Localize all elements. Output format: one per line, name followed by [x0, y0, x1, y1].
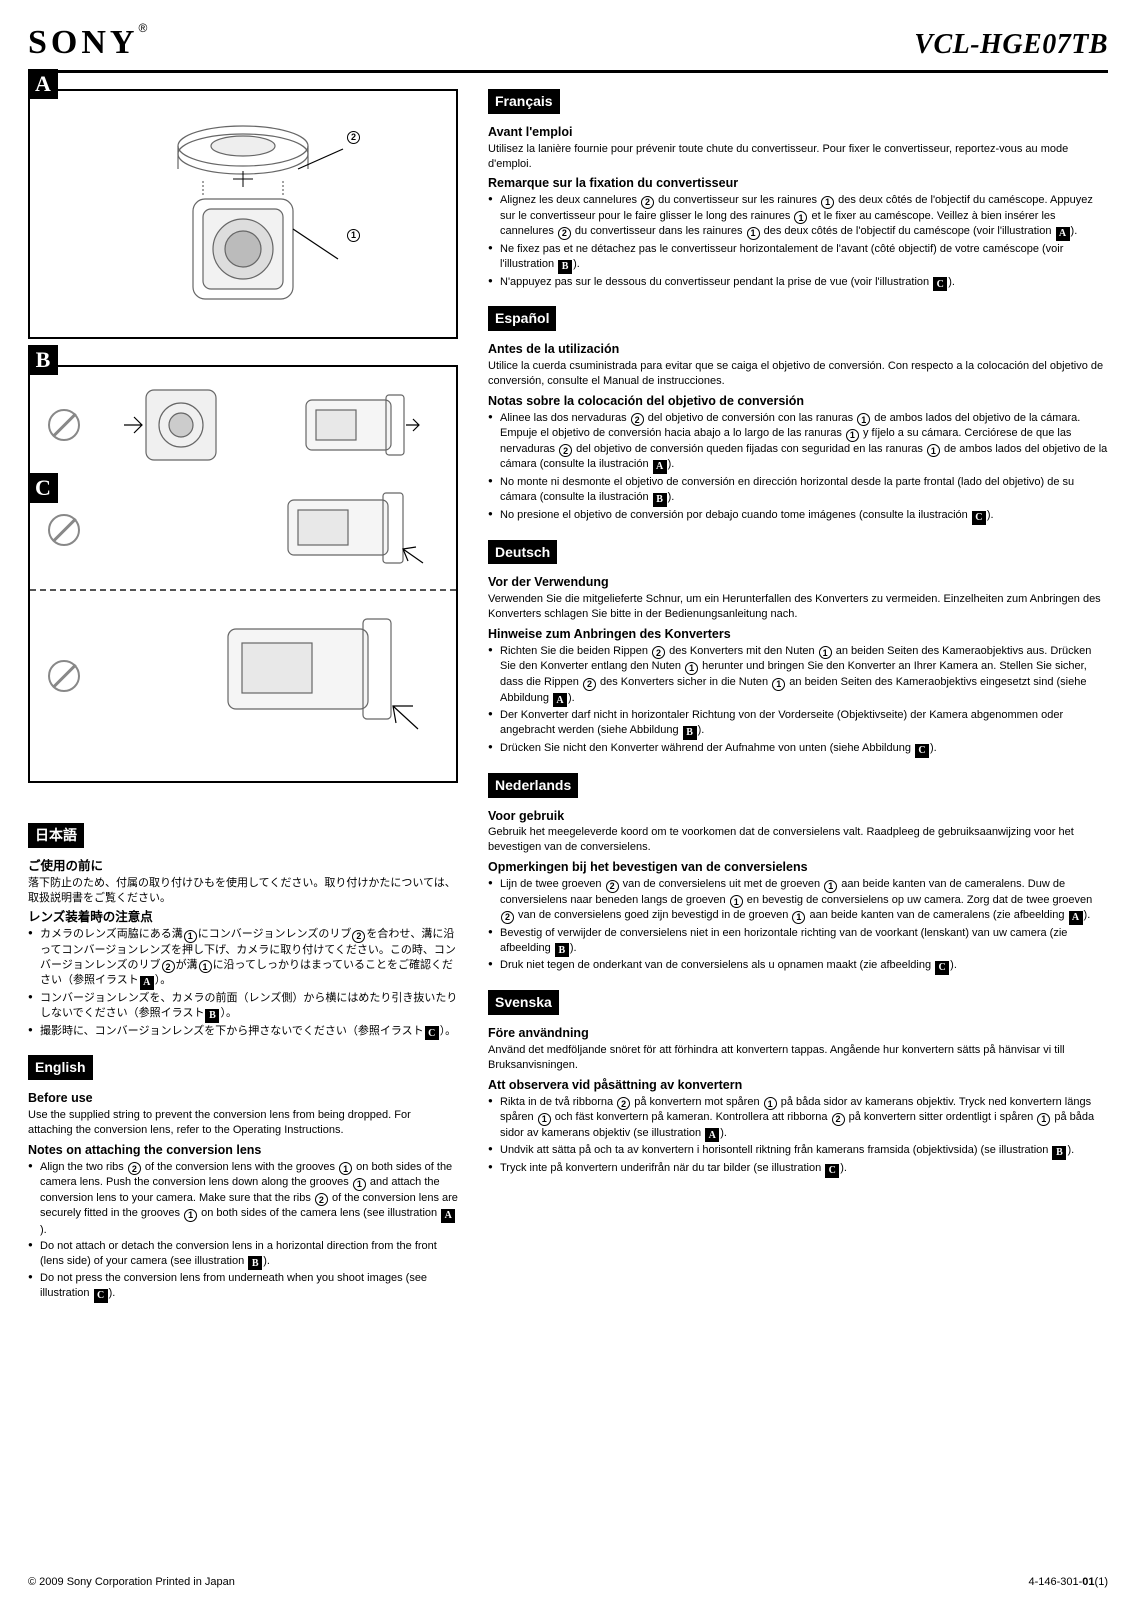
camera-side-view	[291, 385, 421, 465]
de-note-1: Richten Sie die beiden Rippen 2 des Konv…	[488, 644, 1108, 707]
prohibit-icon	[48, 409, 80, 441]
lang-header-sv: Svenska	[488, 990, 559, 1015]
prohibit-icon	[48, 514, 80, 546]
en-para-1: Use the supplied string to prevent the c…	[28, 1108, 458, 1138]
diagram-b-c: B	[28, 365, 458, 783]
de-heading-1: Vor der Verwendung	[488, 574, 1108, 591]
es-note-3: No presione el objetivo de conversión po…	[488, 508, 1108, 525]
lang-header-jp: 日本語	[28, 823, 84, 848]
header-rule	[28, 70, 1108, 73]
callout-1: 1	[347, 229, 360, 242]
en-note-1: Align the two ribs 2 of the conversion l…	[28, 1160, 458, 1238]
de-para-1: Verwenden Sie die mitgelieferte Schnur, …	[488, 592, 1108, 622]
brand-logo: SONY®	[28, 20, 147, 66]
fr-para-1: Utilisez la lanière fournie pour préveni…	[488, 142, 1108, 172]
nl-heading-1: Voor gebruik	[488, 808, 1108, 825]
jp-notes: カメラのレンズ両脇にある溝1にコンバージョンレンズのリブ2を合わせ、溝に沿ってコ…	[28, 927, 458, 1040]
callout-2: 2	[347, 131, 360, 144]
registered-mark: ®	[138, 21, 147, 35]
footer: © 2009 Sony Corporation Printed in Japan…	[28, 1575, 1108, 1590]
lang-header-en: English	[28, 1055, 93, 1080]
camera-top-view	[116, 385, 246, 465]
en-notes: Align the two ribs 2 of the conversion l…	[28, 1160, 458, 1303]
sv-heading-2: Att observera vid påsättning av konverte…	[488, 1077, 1108, 1094]
nl-note-3: Druk niet tegen de onderkant van de conv…	[488, 958, 1108, 975]
lang-header-fr: Français	[488, 89, 560, 114]
lang-header-nl: Nederlands	[488, 773, 578, 798]
jp-note-3: 撮影時に、コンバージョンレンズを下から押さないでください（参照イラストC）。	[28, 1024, 458, 1041]
fr-heading-2: Remarque sur la fixation du convertisseu…	[488, 175, 1108, 192]
de-note-2: Der Konverter darf nicht in horizontaler…	[488, 708, 1108, 740]
diagram-a: A 2 1	[28, 89, 458, 339]
es-notes: Alinee las dos nervaduras 2 del objetivo…	[488, 411, 1108, 525]
model-number: VCL-HGE07TB	[914, 26, 1108, 64]
sv-note-1: Rikta in de två ribborna 2 på konvertern…	[488, 1095, 1108, 1143]
camera-side-press	[278, 485, 438, 575]
brand-text: SONY	[28, 24, 138, 61]
diagram-c-label: C	[28, 473, 58, 503]
nl-note-2: Bevestig of verwijder de conversielens n…	[488, 926, 1108, 958]
copyright: © 2009 Sony Corporation Printed in Japan	[28, 1575, 235, 1590]
part-number: 4-146-301-01(1)	[1028, 1575, 1108, 1590]
fr-notes: Alignez les deux cannelures 2 du convert…	[488, 193, 1108, 291]
jp-note-2: コンバージョンレンズを、カメラの前面（レンズ側）から横にはめたり引き抜いたりしな…	[28, 991, 458, 1023]
fr-heading-1: Avant l'emploi	[488, 124, 1108, 141]
de-notes: Richten Sie die beiden Rippen 2 des Konv…	[488, 644, 1108, 758]
de-note-3: Drücken Sie nicht den Konverter während …	[488, 741, 1108, 758]
fr-note-2: Ne fixez pas et ne détachez pas le conve…	[488, 242, 1108, 274]
en-note-2: Do not attach or detach the conversion l…	[28, 1239, 458, 1271]
jp-heading-2: レンズ装着時の注意点	[28, 909, 458, 926]
es-note-1: Alinee las dos nervaduras 2 del objetivo…	[488, 411, 1108, 474]
nl-heading-2: Opmerkingen bij het bevestigen van de co…	[488, 859, 1108, 876]
nl-notes: Lijn de twee groeven 2 van de conversiel…	[488, 877, 1108, 975]
dashed-divider	[30, 589, 456, 591]
camera-illustration-a	[103, 109, 383, 309]
lang-header-es: Español	[488, 306, 556, 331]
sv-notes: Rikta in de två ribborna 2 på konvertern…	[488, 1095, 1108, 1178]
header: SONY® VCL-HGE07TB	[28, 20, 1108, 68]
es-heading-2: Notas sobre la colocación del objetivo d…	[488, 393, 1108, 410]
jp-note-1: カメラのレンズ両脇にある溝1にコンバージョンレンズのリブ2を合わせ、溝に沿ってコ…	[28, 927, 458, 990]
es-heading-1: Antes de la utilización	[488, 341, 1108, 358]
fr-note-3: N'appuyez pas sur le dessous du converti…	[488, 275, 1108, 292]
nl-para-1: Gebruik het meegeleverde koord om te voo…	[488, 825, 1108, 855]
fr-note-1: Alignez les deux cannelures 2 du convert…	[488, 193, 1108, 241]
sv-para-1: Använd det medföljande snöret för att fö…	[488, 1043, 1108, 1073]
lang-header-de: Deutsch	[488, 540, 557, 565]
en-heading-2: Notes on attaching the conversion lens	[28, 1142, 458, 1159]
en-heading-1: Before use	[28, 1090, 458, 1107]
sv-heading-1: Före användning	[488, 1025, 1108, 1042]
jp-para-1: 落下防止のため、付属の取り付けひもを使用してください。取り付けかたについては、取…	[28, 876, 458, 906]
es-para-1: Utilice la cuerda csuministrada para evi…	[488, 359, 1108, 389]
diagram-b-label: B	[28, 345, 58, 375]
es-note-2: No monte ni desmonte el objetivo de conv…	[488, 475, 1108, 507]
sv-note-2: Undvik att sätta på och ta av konvertern…	[488, 1143, 1108, 1160]
nl-note-1: Lijn de twee groeven 2 van de conversiel…	[488, 877, 1108, 925]
en-note-3: Do not press the conversion lens from un…	[28, 1271, 458, 1303]
jp-heading-1: ご使用の前に	[28, 858, 458, 875]
camera-side-press-2	[218, 611, 438, 741]
de-heading-2: Hinweise zum Anbringen des Konverters	[488, 626, 1108, 643]
diagram-a-label: A	[28, 69, 58, 99]
prohibit-icon	[48, 660, 80, 692]
sv-note-3: Tryck inte på konvertern underifrån när …	[488, 1161, 1108, 1178]
